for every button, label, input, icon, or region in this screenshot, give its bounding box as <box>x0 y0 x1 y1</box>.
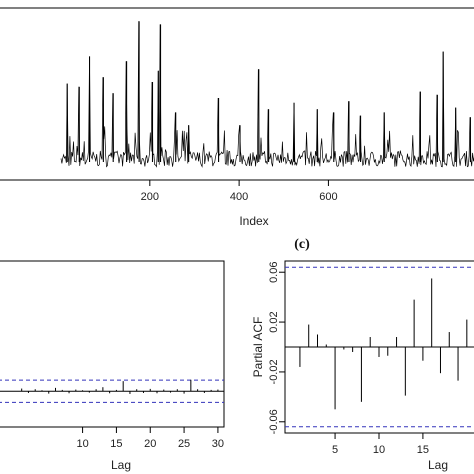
panel-a-x-axis: 200 400 600 <box>141 180 338 203</box>
x-tick-label: 10 <box>373 444 385 456</box>
y-tick-label: 0.02 <box>268 311 280 332</box>
x-tick-label: 10 <box>76 438 88 450</box>
y-tick-label: -0.02 <box>268 359 280 384</box>
panel-a-series <box>60 21 474 168</box>
panel-b-bars <box>0 379 224 403</box>
panel-c-label: (c) <box>294 237 310 252</box>
panel-b-x-axis: 10 15 20 25 30 <box>76 427 224 450</box>
panel-b-frame <box>0 260 225 428</box>
panel-c-bars <box>285 266 474 428</box>
panel-c-y-axis: -0.06 -0.02 0.02 0.06 <box>268 262 285 434</box>
panel-c-y-label: Partial ACF <box>251 317 265 378</box>
x-tick-label: 25 <box>178 438 190 450</box>
x-tick-label: 200 <box>141 191 159 203</box>
x-tick-label: 600 <box>319 191 337 203</box>
x-tick-label: 400 <box>230 191 248 203</box>
x-tick-label: 5 <box>332 444 338 456</box>
panel-b-x-label: Lag <box>111 458 131 472</box>
panel-a-x-label: Index <box>239 214 268 228</box>
x-tick-label: 20 <box>144 438 156 450</box>
time-series-line <box>60 21 474 168</box>
panel-c-x-label: Lag <box>428 458 448 472</box>
x-tick-label: 15 <box>110 438 122 450</box>
x-tick-label: 30 <box>212 438 224 450</box>
panel-a-frame <box>0 7 474 181</box>
y-tick-label: 0.06 <box>268 262 280 283</box>
panel-c-x-axis: 5 10 15 <box>332 433 429 456</box>
x-tick-label: 15 <box>417 444 429 456</box>
y-tick-label: -0.06 <box>268 409 280 434</box>
